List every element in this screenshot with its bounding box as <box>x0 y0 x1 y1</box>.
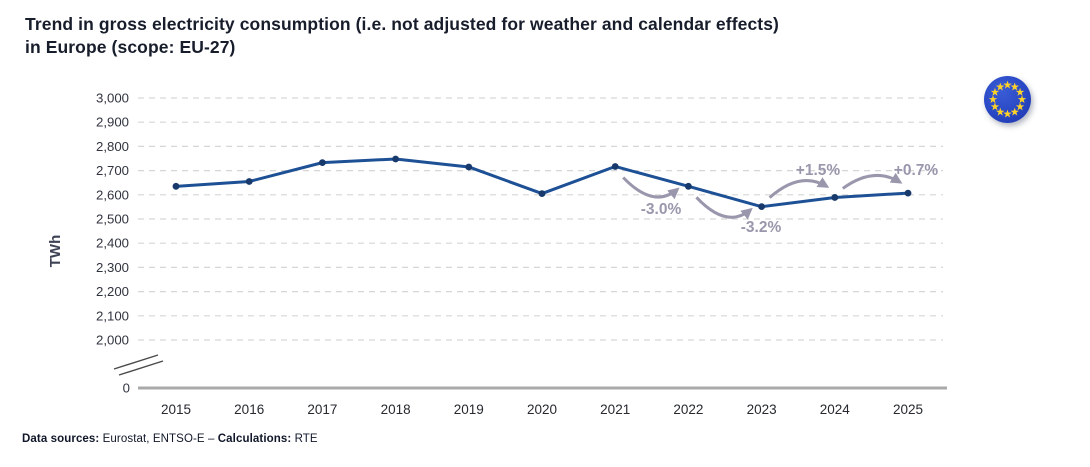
eu-star-icon <box>996 107 1005 116</box>
eu-flag-icon <box>984 76 1031 123</box>
annotation-arrow-icon <box>768 177 830 199</box>
x-tick-label: 2023 <box>747 402 777 417</box>
x-tick-label: 2022 <box>673 402 703 417</box>
y-tick-label: 2,100 <box>96 308 129 323</box>
data-point <box>611 163 619 170</box>
eu-star-icon <box>996 82 1005 91</box>
y-tick-label: 2,800 <box>96 139 129 154</box>
y-tick-label: 3,000 <box>96 91 129 106</box>
data-sources-segment: Calculations: <box>217 433 292 445</box>
eu-star-icon <box>1015 102 1025 111</box>
page-title-line2: in Europe (scope: EU-27) <box>25 37 236 57</box>
eu-star-icon <box>1010 82 1019 91</box>
y-tick-label: 2,600 <box>96 187 129 202</box>
y-tick-label: 2,500 <box>96 212 129 227</box>
data-sources: Data sources: Eurostat, ENTSO-E – Calcul… <box>22 433 318 445</box>
eu-star-icon <box>1003 109 1012 118</box>
x-tick-label: 2025 <box>893 402 923 417</box>
x-tick-label: 2021 <box>600 402 630 417</box>
eu-star-icon <box>990 102 1000 111</box>
page-title: Trend in gross electricity consumption (… <box>25 13 779 59</box>
data-point <box>758 203 765 211</box>
y-tick-label: 2,000 <box>96 333 129 348</box>
data-point <box>392 155 399 163</box>
annotation-arrow-icon <box>695 196 753 220</box>
data-sources-segment: RTE <box>291 433 318 445</box>
x-tick-label: 2015 <box>161 402 191 417</box>
data-point <box>465 163 473 171</box>
data-point <box>685 182 692 190</box>
page-title-line1: Trend in gross electricity consumption (… <box>25 14 779 34</box>
annotation-arrow-icon <box>622 176 680 200</box>
y-tick-label: 2,700 <box>96 163 129 178</box>
y-tick-label: 2,900 <box>96 115 129 130</box>
x-tick-label: 2016 <box>234 402 264 417</box>
y-tick-label: 2,300 <box>96 260 129 275</box>
eu-star-icon <box>1003 80 1012 89</box>
y-tick-label: 2,400 <box>96 236 129 251</box>
x-tick-label: 2020 <box>527 402 557 417</box>
y-axis-title: TWh <box>47 235 64 267</box>
eu-star-icon <box>1017 95 1027 104</box>
data-sources-segment: Data sources: <box>22 433 100 445</box>
eu-star-icon <box>988 95 998 104</box>
x-tick-label: 2017 <box>307 402 337 417</box>
x-tick-label: 2024 <box>820 402 851 417</box>
axis-break-icon <box>113 354 159 370</box>
data-sources-segment: Eurostat, ENTSO-E – <box>99 433 218 445</box>
annotation-label: +0.7% <box>894 162 939 179</box>
x-tick-label: 2018 <box>381 402 411 417</box>
data-point <box>904 189 912 197</box>
eu-star-icon <box>990 87 1000 96</box>
eu-star-icon <box>1010 107 1019 116</box>
data-point <box>245 178 253 185</box>
data-point <box>538 190 546 197</box>
x-tick-label: 2019 <box>454 402 484 417</box>
data-point <box>831 194 839 201</box>
eu-star-icon <box>1015 87 1025 96</box>
annotation-label: -3.2% <box>741 219 782 236</box>
data-point <box>319 159 326 167</box>
y-tick-label: 2,200 <box>96 284 129 299</box>
annotation-arrow-icon <box>841 172 903 190</box>
axis-break-icon <box>118 360 164 376</box>
annotation-label: +1.5% <box>796 162 841 179</box>
y-zero-label: 0 <box>123 381 130 396</box>
data-point <box>172 182 180 190</box>
annotation-label: -3.0% <box>641 201 682 218</box>
